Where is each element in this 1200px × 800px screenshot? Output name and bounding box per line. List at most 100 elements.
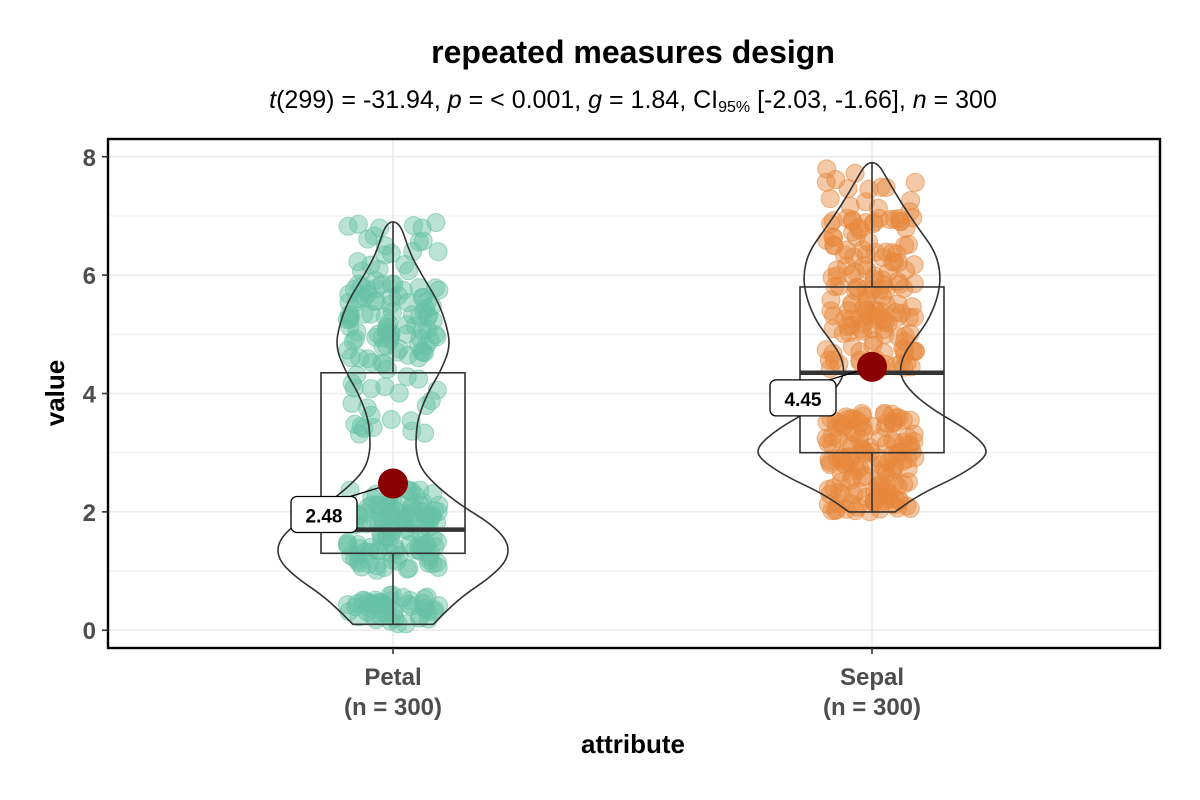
data-point xyxy=(347,365,367,385)
data-point xyxy=(883,445,902,465)
data-point xyxy=(842,265,861,285)
data-point xyxy=(892,303,912,323)
data-point xyxy=(889,408,909,428)
data-point xyxy=(409,369,428,389)
data-point xyxy=(905,307,924,327)
data-point xyxy=(409,232,429,252)
data-point xyxy=(832,484,852,504)
data-point xyxy=(886,489,906,509)
data-point xyxy=(859,232,879,252)
data-point xyxy=(337,534,357,554)
data-point xyxy=(410,606,430,626)
data-point xyxy=(400,591,420,610)
data-point xyxy=(399,558,419,578)
y-tick-label: 6 xyxy=(83,263,96,290)
data-point xyxy=(420,330,440,350)
data-point xyxy=(900,202,920,222)
data-point xyxy=(816,172,836,192)
data-point xyxy=(361,537,381,557)
data-point xyxy=(843,222,863,242)
data-point xyxy=(895,326,915,346)
x-tick-label: (n = 300) xyxy=(344,694,442,721)
data-point xyxy=(428,242,448,262)
data-point xyxy=(338,595,357,615)
data-point xyxy=(855,444,875,464)
data-point xyxy=(366,327,386,347)
data-point xyxy=(398,345,418,365)
data-point xyxy=(868,311,888,330)
y-axis-label: value xyxy=(40,360,70,427)
data-point xyxy=(368,324,388,344)
x-tick-label: (n = 300) xyxy=(823,694,921,721)
data-point xyxy=(857,290,877,310)
chart-title: repeated measures design xyxy=(431,34,835,70)
mean-label-box xyxy=(290,495,358,534)
data-point xyxy=(901,435,920,455)
subtitle-p-label: p xyxy=(447,86,462,114)
mean-point xyxy=(857,351,887,382)
data-point xyxy=(367,560,387,580)
data-point xyxy=(357,602,377,622)
data-point xyxy=(867,307,887,327)
x-tick-label: Sepal xyxy=(840,664,904,691)
subtitle-n-value: = 300 xyxy=(926,86,997,114)
x-tick-label: Petal xyxy=(364,664,421,691)
subtitle-n-label: n xyxy=(912,86,927,114)
data-point xyxy=(381,243,401,263)
data-point xyxy=(898,472,918,492)
y-axis-ticks: 0 2 4 6 8 xyxy=(83,145,108,645)
subtitle-df: (299) xyxy=(276,86,335,114)
data-point xyxy=(838,179,858,198)
data-point xyxy=(875,417,895,437)
grid-lines xyxy=(108,139,1160,648)
data-point xyxy=(865,490,885,510)
data-point xyxy=(389,383,409,403)
data-point xyxy=(839,301,859,321)
data-point xyxy=(416,299,435,319)
data-point xyxy=(367,556,387,576)
data-point xyxy=(375,377,395,397)
data-point xyxy=(887,244,907,264)
data-point xyxy=(904,274,924,294)
data-point xyxy=(381,410,401,429)
y-tick-label: 2 xyxy=(83,500,96,527)
data-point xyxy=(880,210,900,229)
y-tick-label: 4 xyxy=(83,382,97,409)
data-point xyxy=(427,553,447,573)
data-point xyxy=(854,297,874,317)
data-point xyxy=(872,270,892,290)
data-point xyxy=(397,367,417,387)
data-point xyxy=(350,424,369,444)
data-point xyxy=(364,595,384,615)
data-point xyxy=(372,353,392,373)
data-point xyxy=(820,455,840,475)
data-point xyxy=(833,323,853,343)
data-point xyxy=(854,255,874,275)
subtitle-ci-sub: 95% xyxy=(718,99,751,116)
mean-label-box xyxy=(769,379,837,417)
data-point xyxy=(375,307,395,327)
data-point xyxy=(384,601,404,621)
data-point xyxy=(348,252,368,272)
data-point xyxy=(358,229,378,249)
data-point xyxy=(890,211,910,231)
data-point xyxy=(423,506,442,525)
data-point xyxy=(817,159,837,179)
data-point xyxy=(426,213,446,232)
data-point xyxy=(370,218,390,238)
data-point xyxy=(842,409,862,428)
data-point xyxy=(827,266,847,286)
data-point xyxy=(361,379,381,399)
subtitle-g-value: = 1.84, CI xyxy=(602,86,719,114)
box-petal xyxy=(320,371,466,555)
subtitle-p-value: = < 0.001, xyxy=(461,86,589,114)
data-point xyxy=(405,316,425,336)
data-point xyxy=(904,424,924,444)
data-point xyxy=(416,336,436,356)
data-point xyxy=(820,189,840,209)
data-point xyxy=(375,245,395,265)
data-point xyxy=(354,304,374,324)
data-point xyxy=(348,214,368,234)
data-point xyxy=(385,608,405,628)
box-sepal xyxy=(799,286,945,454)
